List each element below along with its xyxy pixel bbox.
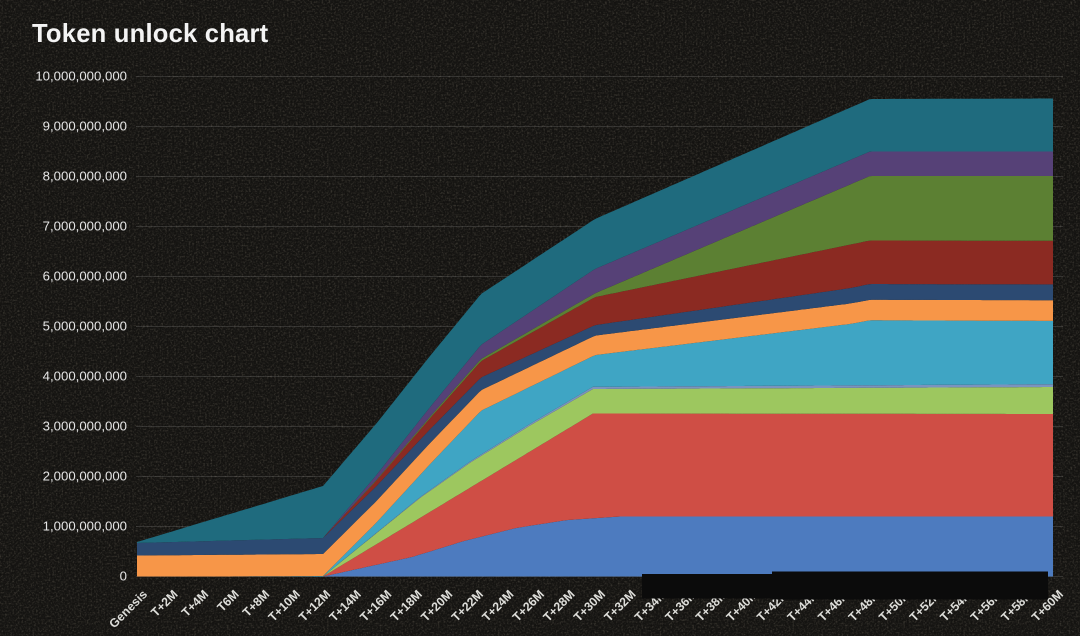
svg-text:Token unlock chart: Token unlock chart (32, 20, 269, 48)
svg-text:0: 0 (120, 569, 127, 584)
svg-text:7,000,000,000: 7,000,000,000 (43, 219, 127, 234)
svg-text:4,000,000,000: 4,000,000,000 (43, 369, 127, 384)
svg-text:3,000,000,000: 3,000,000,000 (43, 419, 127, 434)
svg-text:8,000,000,000: 8,000,000,000 (43, 169, 127, 184)
svg-text:2,000,000,000: 2,000,000,000 (43, 469, 127, 484)
svg-text:9,000,000,000: 9,000,000,000 (43, 119, 127, 134)
svg-text:10,000,000,000: 10,000,000,000 (35, 69, 127, 84)
svg-text:6,000,000,000: 6,000,000,000 (43, 269, 127, 284)
svg-text:5,000,000,000: 5,000,000,000 (43, 319, 127, 334)
svg-text:1,000,000,000: 1,000,000,000 (43, 519, 127, 534)
